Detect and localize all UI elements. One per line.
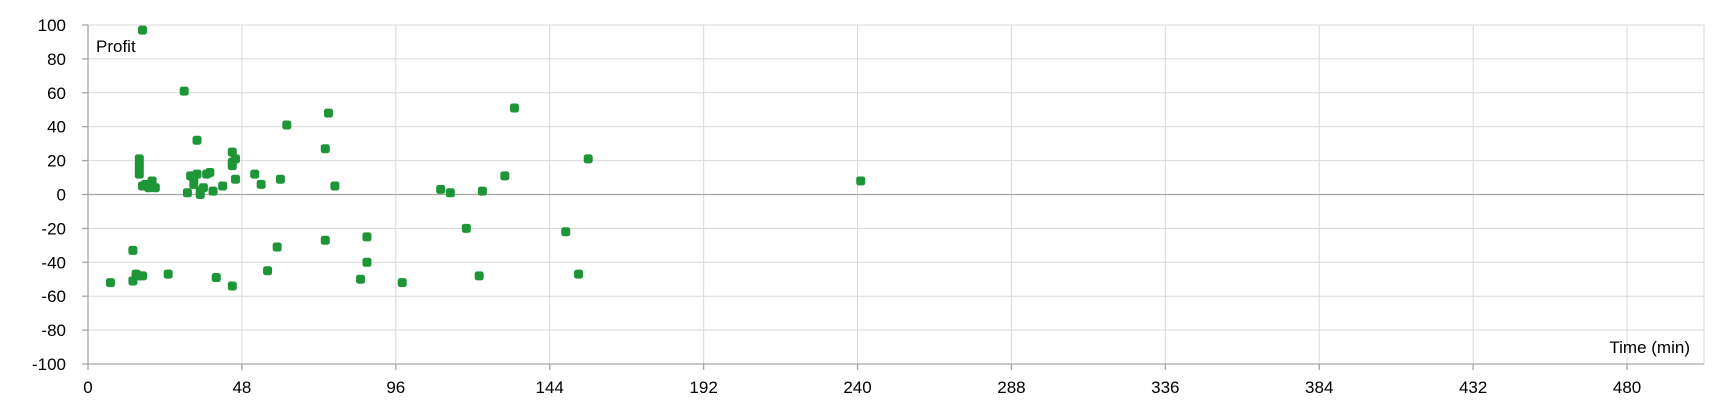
data-point — [461, 223, 471, 233]
data-point — [128, 245, 138, 255]
data-point — [227, 161, 237, 171]
data-point — [362, 257, 372, 267]
x-tick-label: 0 — [83, 378, 92, 397]
data-point — [179, 86, 189, 96]
data-point — [198, 183, 208, 193]
y-tick-label: 100 — [38, 16, 66, 35]
y-axis-title: Profit — [96, 37, 136, 56]
data-point — [147, 176, 157, 186]
y-tick-label: -100 — [32, 355, 66, 374]
data-point — [275, 174, 285, 184]
data-point — [474, 271, 484, 281]
data-point — [445, 188, 455, 198]
data-point — [189, 179, 199, 189]
data-point — [211, 273, 221, 283]
data-point — [323, 108, 333, 118]
data-point — [182, 188, 192, 198]
data-point — [436, 184, 446, 194]
x-tick-label: 96 — [386, 378, 405, 397]
data-point — [250, 169, 260, 179]
data-point — [356, 274, 366, 284]
data-point — [150, 183, 160, 193]
x-tick-label: 336 — [1151, 378, 1179, 397]
data-point — [208, 186, 218, 196]
data-point — [138, 25, 148, 35]
data-point — [138, 271, 148, 281]
data-point — [263, 266, 273, 276]
x-tick-label: 144 — [536, 378, 564, 397]
data-point — [192, 169, 202, 179]
y-tick-label: 0 — [57, 186, 66, 205]
data-point — [574, 269, 584, 279]
y-tick-label: -80 — [41, 321, 66, 340]
data-point — [397, 278, 407, 288]
data-point — [227, 147, 237, 157]
y-tick-label: -40 — [41, 253, 66, 272]
data-point — [105, 278, 115, 288]
data-point — [230, 154, 240, 164]
data-point — [256, 179, 266, 189]
y-tick-label: 40 — [47, 118, 66, 137]
x-tick-label: 384 — [1305, 378, 1333, 397]
data-point — [583, 154, 593, 164]
data-point — [134, 169, 144, 179]
data-point — [500, 171, 510, 181]
data-point — [205, 167, 215, 177]
data-point — [227, 281, 237, 291]
y-tick-label: 60 — [47, 84, 66, 103]
data-point — [320, 144, 330, 154]
data-point — [330, 181, 340, 191]
data-point — [192, 135, 202, 145]
data-point — [561, 227, 571, 237]
data-point — [362, 232, 372, 242]
data-point — [320, 235, 330, 245]
x-tick-label: 192 — [689, 378, 717, 397]
data-point — [477, 186, 487, 196]
y-tick-label: 80 — [47, 50, 66, 69]
x-tick-label: 432 — [1459, 378, 1487, 397]
y-tick-label: -20 — [41, 219, 66, 238]
x-tick-label: 240 — [843, 378, 871, 397]
data-point — [509, 103, 519, 113]
data-point — [230, 174, 240, 184]
y-tick-label: 20 — [47, 152, 66, 171]
axes — [82, 24, 1704, 370]
data-point — [272, 242, 282, 252]
tick-labels: 100 80 60 40 20 0 -20 -40 -60 -80 -100 0 48 96 144 192 2… — [32, 16, 1641, 397]
data-points — [105, 25, 866, 291]
x-tick-label: 480 — [1613, 378, 1641, 397]
data-point — [856, 176, 866, 186]
data-point — [163, 269, 173, 279]
x-tick-label: 288 — [997, 378, 1025, 397]
x-tick-label: 48 — [232, 378, 251, 397]
data-point — [218, 181, 228, 191]
y-tick-label: -60 — [41, 287, 66, 306]
data-point — [282, 120, 292, 130]
x-axis-title: Time (min) — [1609, 338, 1690, 357]
data-point — [195, 190, 205, 199]
